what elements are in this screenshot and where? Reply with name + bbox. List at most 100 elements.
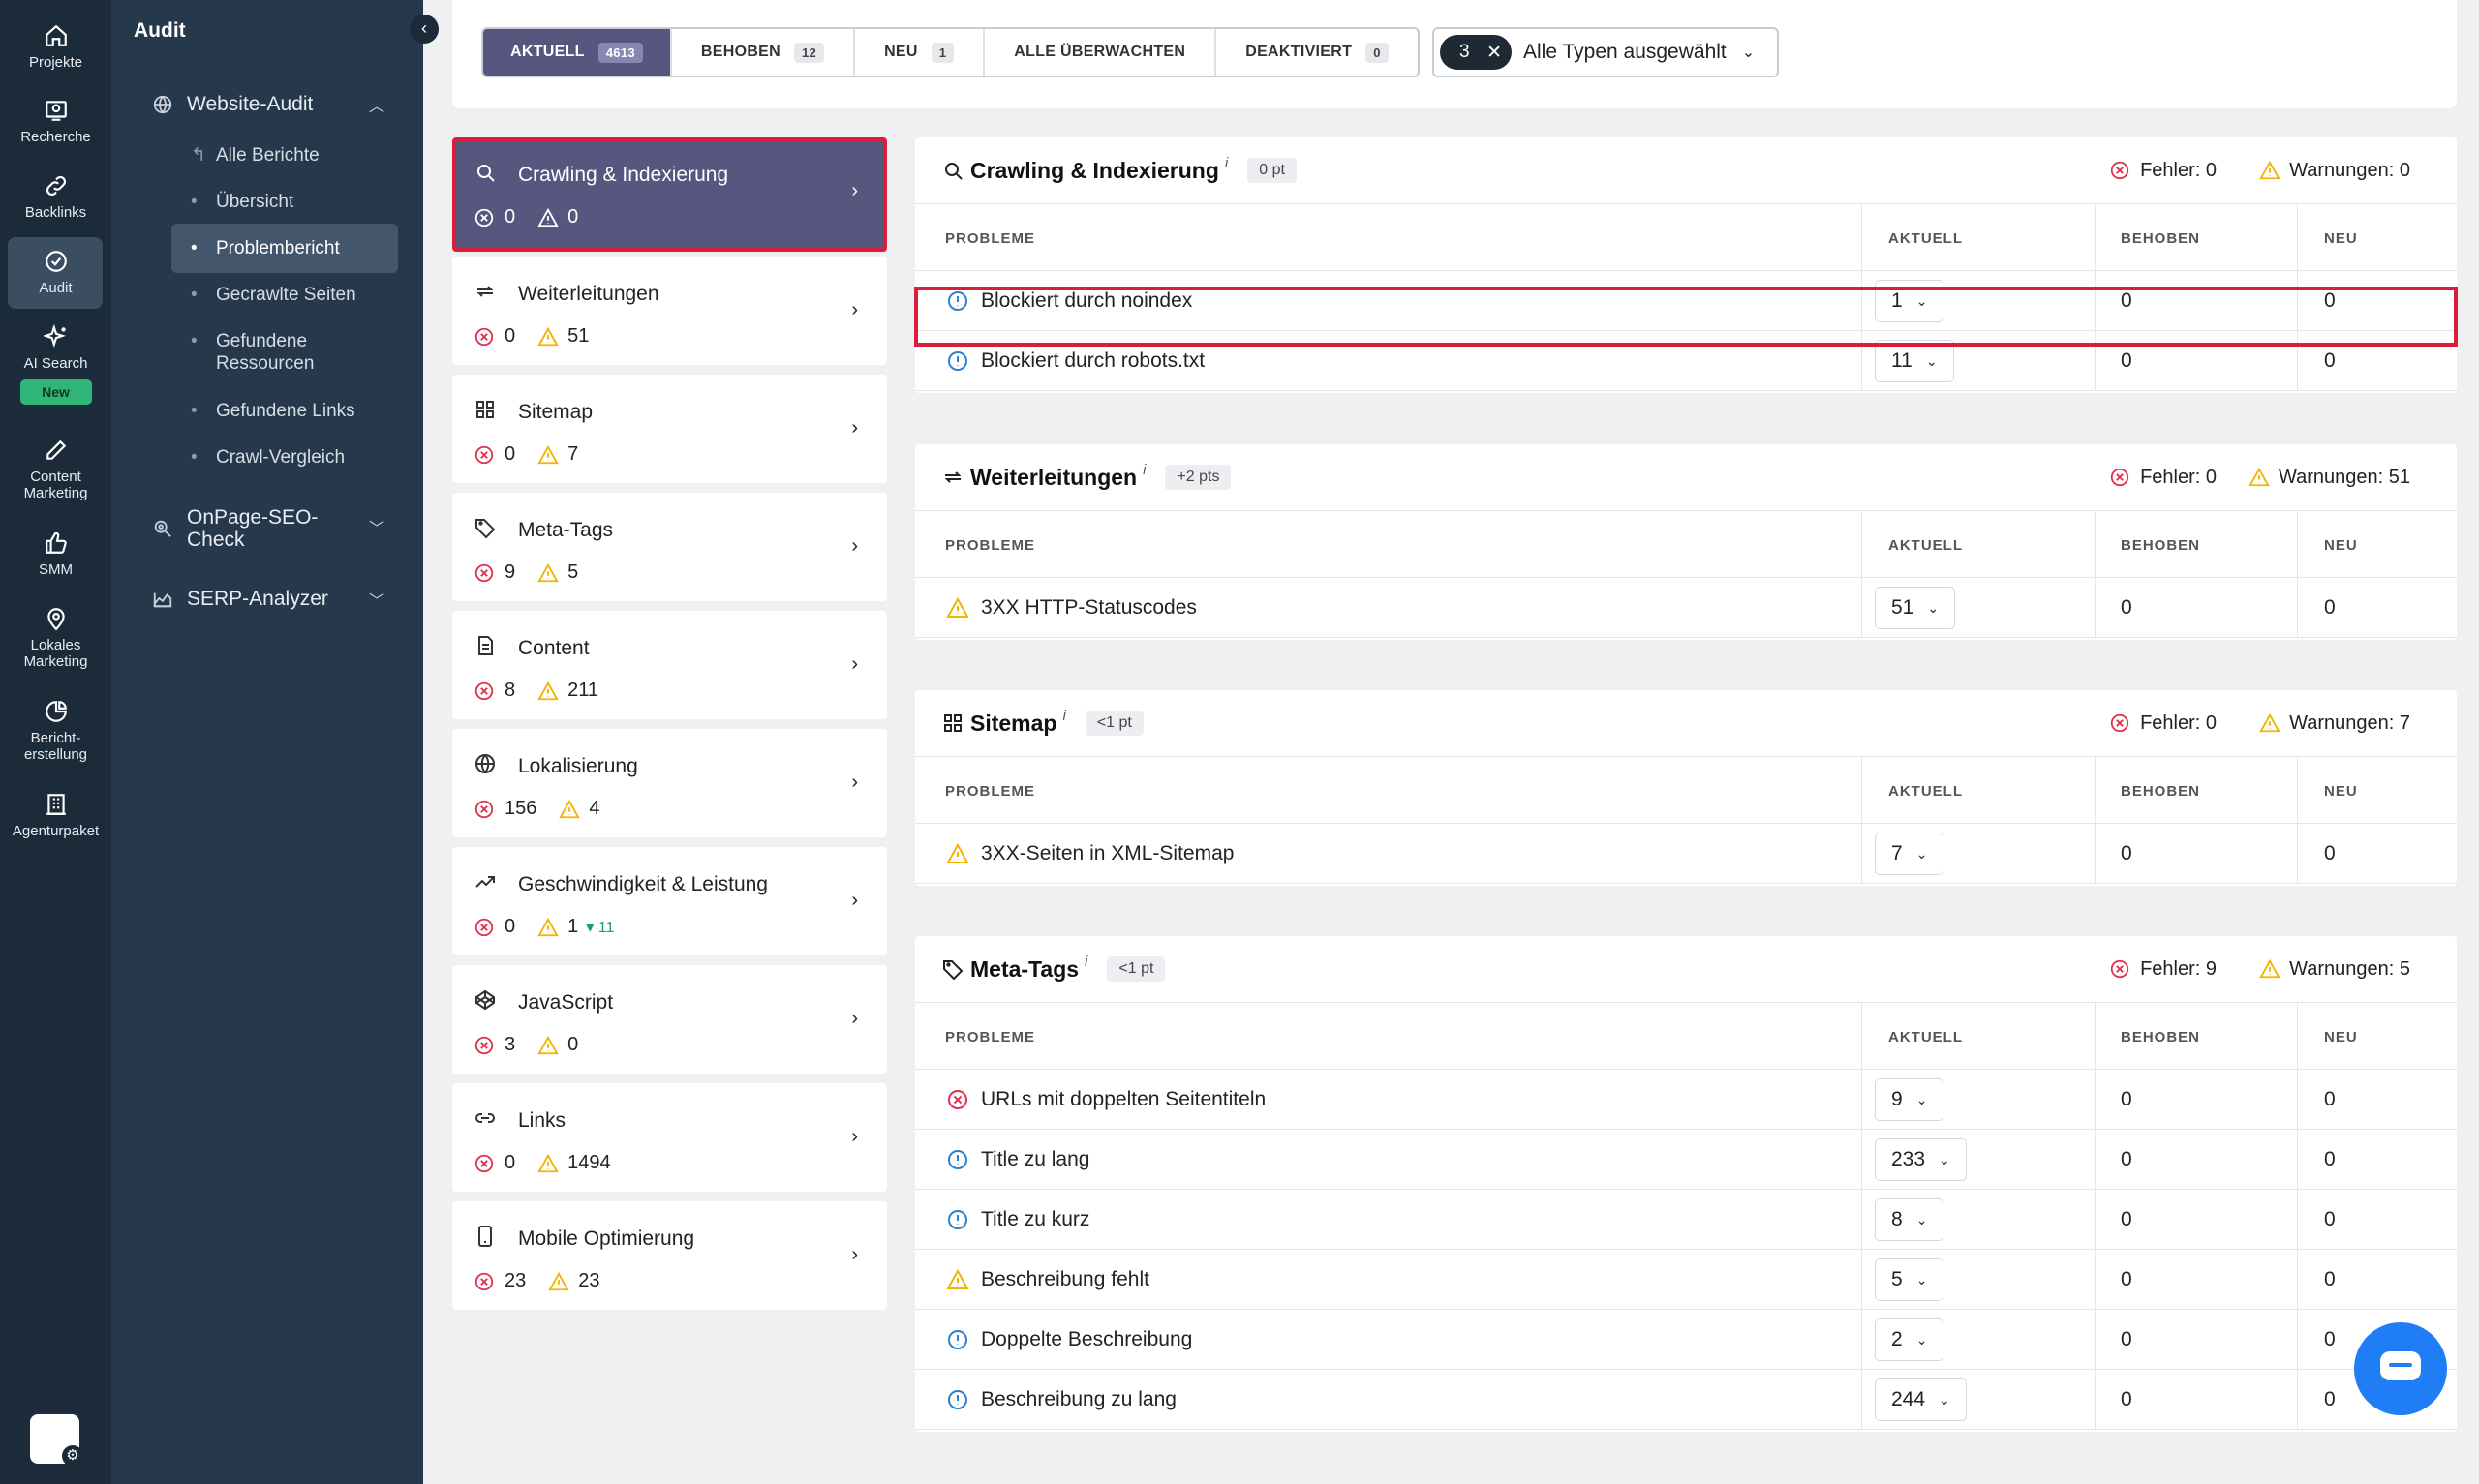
pie-chart-icon — [45, 701, 67, 722]
tab-neu[interactable]: NEU 1 — [855, 29, 986, 76]
edit-icon — [46, 439, 66, 460]
sidebar-item-problembericht[interactable]: • Problembericht — [171, 224, 398, 273]
rail-content-marketing[interactable]: Content Marketing — [0, 438, 111, 501]
category-card-lokalisierung[interactable]: Lokalisierung 156 4 › — [452, 729, 887, 837]
globe-icon — [153, 95, 172, 114]
aktuell-dropdown[interactable]: 9 ⌄ — [1875, 1078, 1944, 1121]
issue-label[interactable]: 3XX HTTP-Statuscodes — [981, 596, 1197, 619]
info-mark[interactable]: i — [1224, 154, 1229, 171]
issue-label[interactable]: 3XX-Seiten in XML-Sitemap — [981, 842, 1235, 864]
aktuell-dropdown[interactable]: 2 ⌄ — [1875, 1318, 1944, 1361]
chevron-right-icon: › — [851, 417, 858, 439]
info-mark[interactable]: i — [1085, 953, 1088, 970]
aktuell-dropdown[interactable]: 7 ⌄ — [1875, 833, 1944, 875]
sidebar-item-gefundene-ressourcen[interactable]: • Gefundene Ressourcen — [171, 330, 398, 375]
table-row[interactable]: Title zu kurz 8 ⌄ 0 0 — [915, 1190, 2457, 1250]
table-row[interactable]: Doppelte Beschreibung 2 ⌄ 0 0 — [915, 1310, 2457, 1370]
table-row[interactable]: URLs mit doppelten Seitentiteln 9 ⌄ 0 0 — [915, 1070, 2457, 1130]
category-card-weiterleitungen[interactable]: Weiterleitungen 0 51 › — [452, 257, 887, 365]
aktuell-dropdown[interactable]: 233 ⌄ — [1875, 1138, 1967, 1181]
sidebar-group-website-audit[interactable]: Website-Audit ︿ — [152, 93, 423, 116]
sidebar-item-gecrawlte-seiten[interactable]: • Gecrawlte Seiten — [171, 284, 398, 306]
rail-smm[interactable]: SMM — [0, 530, 111, 578]
check-circle-icon — [45, 251, 67, 272]
issue-label[interactable]: Blockiert durch noindex — [981, 289, 1193, 312]
rail-berichterstellung[interactable]: Bericht- erstellung — [0, 699, 111, 763]
warning-count: 5 — [567, 561, 579, 583]
warning-icon — [537, 681, 559, 700]
type-filter-dropdown[interactable]: 3 ✕ Alle Typen ausgewählt ⌄ — [1432, 27, 1779, 77]
table-row[interactable]: Blockiert durch robots.txt 11 ⌄ 0 0 — [915, 331, 2457, 391]
sidebar-group-serp-analyzer[interactable]: SERP-Analyzer ﹀ — [152, 588, 423, 611]
tab-behoben[interactable]: BEHOBEN 12 — [672, 29, 856, 76]
category-name: Mobile Optimierung — [518, 1227, 695, 1250]
panel-title: Crawling & Indexierung — [970, 157, 1219, 183]
sidebar-item-gefundene-links[interactable]: • Gefundene Links — [171, 400, 398, 422]
warning-icon — [946, 1268, 969, 1289]
close-icon[interactable]: ✕ — [1486, 42, 1502, 63]
rail-audit[interactable]: Audit — [0, 237, 111, 309]
category-card-geschwindigkeit-leistung[interactable]: Geschwindigkeit & Leistung 0 1 ▾ 11 › — [452, 847, 887, 955]
sidebar-item-uebersicht[interactable]: • Übersicht — [171, 191, 398, 213]
table-row[interactable]: 3XX HTTP-Statuscodes 51 ⌄ 0 0 — [915, 578, 2457, 638]
status-tabs: AKTUELL 4613 BEHOBEN 12 NEU 1 ALLE ÜBERWACH… — [481, 27, 1420, 77]
col-divider — [2095, 511, 2096, 577]
table-row[interactable]: Blockiert durch noindex 1 ⌄ 0 0 — [915, 271, 2457, 331]
aktuell-dropdown[interactable]: 244 ⌄ — [1875, 1378, 1967, 1421]
aktuell-value: 8 — [1891, 1208, 1903, 1230]
category-card-links[interactable]: Links 0 1494 › — [452, 1083, 887, 1192]
issue-label[interactable]: Doppelte Beschreibung — [981, 1328, 1193, 1350]
aktuell-dropdown[interactable]: 11 ⌄ — [1875, 340, 1954, 382]
info-mark[interactable]: i — [1062, 707, 1066, 724]
category-card-crawling-indexierung[interactable]: Crawling & Indexierung 0 0 › — [452, 137, 887, 252]
issue-label[interactable]: Beschreibung fehlt — [981, 1268, 1149, 1290]
category-card-meta-tags[interactable]: Meta-Tags 9 5 › — [452, 493, 887, 601]
collapse-sidebar-button[interactable]: ‹ — [410, 15, 439, 44]
tab-alle-ueberwachten[interactable]: ALLE ÜBERWACHTEN — [985, 29, 1217, 76]
chat-button[interactable] — [2354, 1322, 2447, 1415]
error-icon — [474, 1272, 494, 1290]
category-name: Sitemap — [518, 401, 594, 423]
table-row[interactable]: Beschreibung zu lang 244 ⌄ 0 0 — [915, 1370, 2457, 1430]
research-icon — [45, 101, 67, 121]
category-name: Content — [518, 637, 590, 659]
chevron-right-icon: › — [851, 1126, 858, 1147]
tab-label: AKTUELL — [510, 44, 585, 60]
aktuell-dropdown[interactable]: 1 ⌄ — [1875, 280, 1944, 322]
col-divider — [1861, 331, 1862, 390]
issue-label[interactable]: Title zu kurz — [981, 1208, 1090, 1230]
rail-recherche[interactable]: Recherche — [0, 98, 111, 145]
category-card-sitemap[interactable]: Sitemap 0 7 › — [452, 375, 887, 483]
error-icon — [948, 1090, 967, 1109]
col-divider — [2095, 1003, 2096, 1069]
issue-label[interactable]: Title zu lang — [981, 1148, 1090, 1170]
rail-ai-search[interactable]: AI Search New — [0, 324, 111, 405]
category-card-content[interactable]: Content 8 211 › — [452, 611, 887, 719]
rail-backlinks[interactable]: Backlinks — [0, 173, 111, 221]
aktuell-dropdown[interactable]: 5 ⌄ — [1875, 1258, 1944, 1301]
table-row[interactable]: Beschreibung fehlt 5 ⌄ 0 0 — [915, 1250, 2457, 1310]
rail-projekte[interactable]: Projekte — [0, 23, 111, 71]
rail-lokales-marketing[interactable]: Lokales Marketing — [0, 606, 111, 670]
aktuell-dropdown[interactable]: 51 ⌄ — [1875, 587, 1956, 629]
gear-icon[interactable]: ⚙ — [62, 1445, 83, 1467]
tab-aktuell[interactable]: AKTUELL 4613 — [483, 29, 672, 76]
issue-label[interactable]: URLs mit doppelten Seitentiteln — [981, 1088, 1267, 1110]
table-row[interactable]: Title zu lang 233 ⌄ 0 0 — [915, 1130, 2457, 1190]
tab-deaktiviert[interactable]: DEAKTIVIERT 0 — [1216, 29, 1418, 76]
sidebar-group-onpage-seo-check[interactable]: OnPage-SEO- Check ﹀ — [152, 506, 423, 551]
panel-error-count: 0 — [2205, 466, 2217, 488]
rail-agenturpaket[interactable]: Agenturpaket — [0, 792, 111, 839]
sidebar-item-crawl-vergleich[interactable]: • Crawl-Vergleich — [171, 446, 398, 469]
sidebar-item-alle-berichte[interactable]: ↰ Alle Berichte — [171, 144, 398, 167]
category-card-mobile-optimierung[interactable]: Mobile Optimierung 23 23 › — [452, 1201, 887, 1310]
category-card-javascript[interactable]: JavaScript 3 0 › — [452, 965, 887, 1074]
col-divider — [1861, 1190, 1862, 1249]
table-row[interactable]: 3XX-Seiten in XML-Sitemap 7 ⌄ 0 0 — [915, 824, 2457, 884]
info-mark[interactable]: i — [1143, 461, 1147, 478]
panel-errors: Fehler: 0 — [2109, 712, 2217, 735]
aktuell-dropdown[interactable]: 8 ⌄ — [1875, 1198, 1944, 1241]
issue-label[interactable]: Blockiert durch robots.txt — [981, 349, 1206, 372]
panel-warnings: Warnungen: 51 — [2226, 467, 2410, 489]
issue-label[interactable]: Beschreibung zu lang — [981, 1388, 1177, 1410]
